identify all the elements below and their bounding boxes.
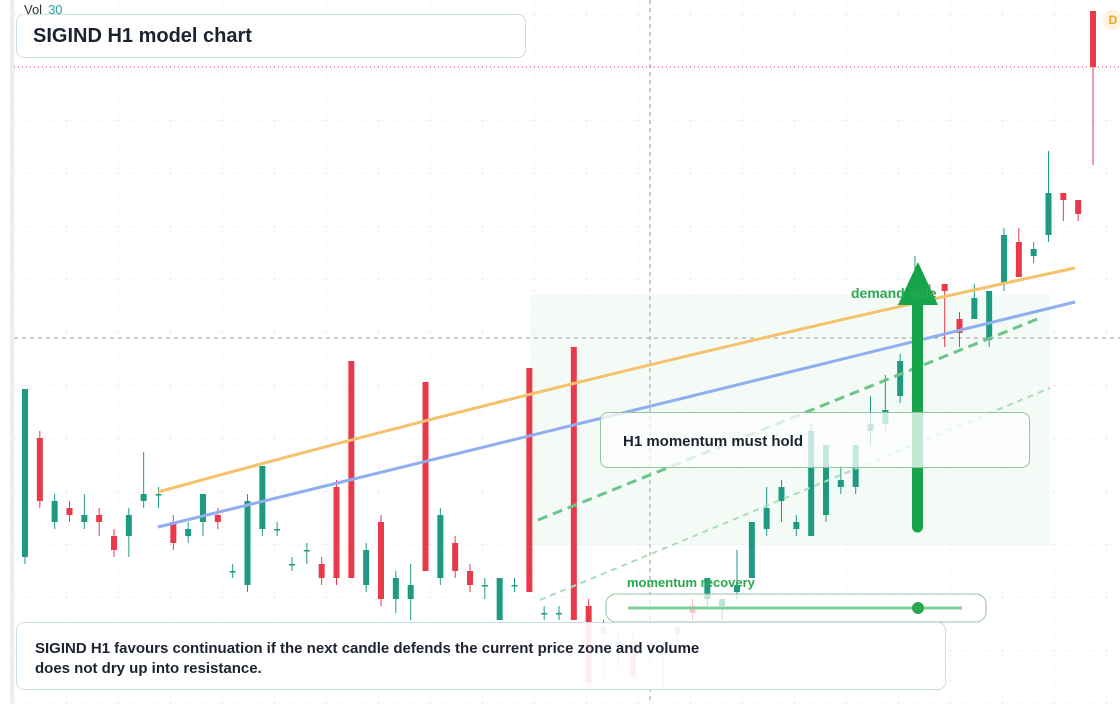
candle-body xyxy=(125,515,132,536)
candle-body xyxy=(986,291,993,340)
volume-label: Vol xyxy=(24,2,43,17)
candle-body xyxy=(1090,11,1096,67)
note: SIGIND H1 favours continuation if the ne… xyxy=(35,640,700,677)
candle-body xyxy=(541,613,548,615)
hold-callout: H1 momentum must hold xyxy=(600,412,1030,468)
candle-body xyxy=(1001,235,1007,284)
candle-body xyxy=(763,508,770,529)
candle-body xyxy=(81,515,88,522)
candle-body xyxy=(556,613,562,615)
candle-body xyxy=(496,578,503,620)
candle-body xyxy=(452,543,459,571)
candle-body xyxy=(511,585,518,587)
trend-green xyxy=(537,316,1041,522)
candle-body xyxy=(318,564,325,578)
volume-legend: Vol 30 xyxy=(24,2,63,17)
candle-body xyxy=(289,564,295,566)
candle-body xyxy=(170,522,177,543)
candle-body xyxy=(66,508,73,515)
candle-body xyxy=(348,361,355,578)
candle-body xyxy=(897,361,904,396)
candle-body xyxy=(748,522,755,578)
candle-body xyxy=(185,529,192,536)
candle-body xyxy=(244,501,251,585)
candle-body xyxy=(274,529,281,531)
badge[interactable]: D xyxy=(1103,10,1120,30)
candle-body xyxy=(793,522,800,529)
candle-body xyxy=(111,536,117,550)
candle-body xyxy=(1015,242,1022,277)
candle-body xyxy=(333,487,340,578)
candle-body xyxy=(422,382,429,571)
candle-body xyxy=(155,494,162,496)
trend-green-light xyxy=(539,387,1051,601)
candle-body xyxy=(481,585,488,587)
arrow-tail xyxy=(912,521,923,533)
candle-body xyxy=(956,319,963,333)
left-edge xyxy=(10,0,14,704)
demand-label: demand side xyxy=(851,285,937,301)
candle-body xyxy=(467,571,473,585)
candle-body xyxy=(363,550,370,585)
candle-body xyxy=(1030,249,1037,256)
candle-body xyxy=(392,578,399,599)
candle-body xyxy=(1075,200,1082,214)
candle-body xyxy=(778,487,785,501)
candle-body xyxy=(407,585,414,599)
slider-knob xyxy=(912,602,924,614)
candle-body xyxy=(823,445,829,515)
candle-body xyxy=(303,550,310,552)
chart-title: SIGIND H1 model chart xyxy=(16,14,526,58)
candle-body xyxy=(140,494,147,501)
candle-body xyxy=(22,389,28,557)
candle-body xyxy=(229,571,236,573)
candle-body xyxy=(971,298,978,319)
candle-body xyxy=(51,501,58,522)
volume-value: 30 xyxy=(48,2,63,17)
candle-body xyxy=(214,515,221,522)
candle-body xyxy=(437,515,444,578)
candle-body xyxy=(96,515,103,522)
candle-body xyxy=(808,431,815,536)
candle-body xyxy=(259,466,266,529)
candle-body xyxy=(570,347,577,620)
note-box: SIGIND H1 favours continuation if the ne… xyxy=(16,622,946,690)
recovery-label: momentum recovery xyxy=(627,575,755,590)
arrow-head xyxy=(898,262,938,305)
candle-body xyxy=(1045,193,1052,235)
candle-body xyxy=(941,284,948,291)
candle-body xyxy=(1060,193,1067,200)
candle-body xyxy=(734,585,740,592)
candle-body xyxy=(837,480,844,487)
candle-body xyxy=(704,578,711,599)
candle-body xyxy=(200,494,206,522)
candle-body xyxy=(378,522,384,599)
trend-orange xyxy=(157,266,1076,494)
candle-body xyxy=(36,438,43,501)
candle-body xyxy=(526,368,533,592)
